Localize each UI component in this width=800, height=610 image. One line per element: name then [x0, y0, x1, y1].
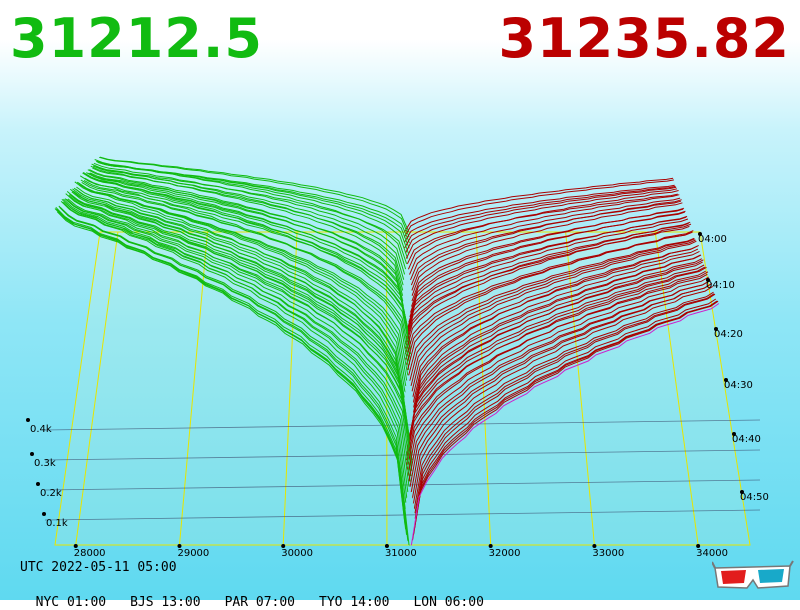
- time-tick-label: 04:50: [740, 492, 769, 503]
- time-tick-label: 04:20: [714, 329, 743, 340]
- zone-par: PAR 07:00: [225, 595, 295, 610]
- depth-tick-marker: [30, 452, 34, 456]
- depth-tick-label: 0.1k: [46, 518, 68, 529]
- 3d-glasses-icon[interactable]: [712, 560, 794, 594]
- x-tick-label: 34000: [696, 548, 728, 559]
- x-tick-label: 33000: [592, 548, 624, 559]
- depth-tick-marker: [36, 482, 40, 486]
- utc-timestamp: UTC 2022-05-11 05:00: [20, 560, 177, 575]
- depth-tick-label: 0.4k: [30, 424, 52, 435]
- time-tick-label: 04:10: [706, 280, 735, 291]
- x-tick-label: 30000: [281, 548, 313, 559]
- time-tick-label: 04:00: [698, 234, 727, 245]
- x-tick-label: 29000: [177, 548, 209, 559]
- depth-tick-marker: [42, 512, 46, 516]
- timezone-row: NYC 01:00 BJS 13:00 PAR 07:00 TYO 14:00 LON …: [20, 580, 508, 610]
- zone-tyo: TYO 14:00: [319, 595, 389, 610]
- x-tick-label: 28000: [74, 548, 106, 559]
- time-tick-label: 04:40: [732, 434, 761, 445]
- zone-nyc: NYC 01:00: [36, 595, 106, 610]
- x-tick-label: 32000: [489, 548, 521, 559]
- depth-tick-marker: [26, 418, 30, 422]
- depth-tick-label: 0.2k: [40, 488, 62, 499]
- depth-tick-label: 0.3k: [34, 458, 56, 469]
- zone-bjs: BJS 13:00: [130, 595, 200, 610]
- zone-lon: LON 06:00: [413, 595, 483, 610]
- x-tick-label: 31000: [385, 548, 417, 559]
- time-tick-label: 04:30: [724, 380, 753, 391]
